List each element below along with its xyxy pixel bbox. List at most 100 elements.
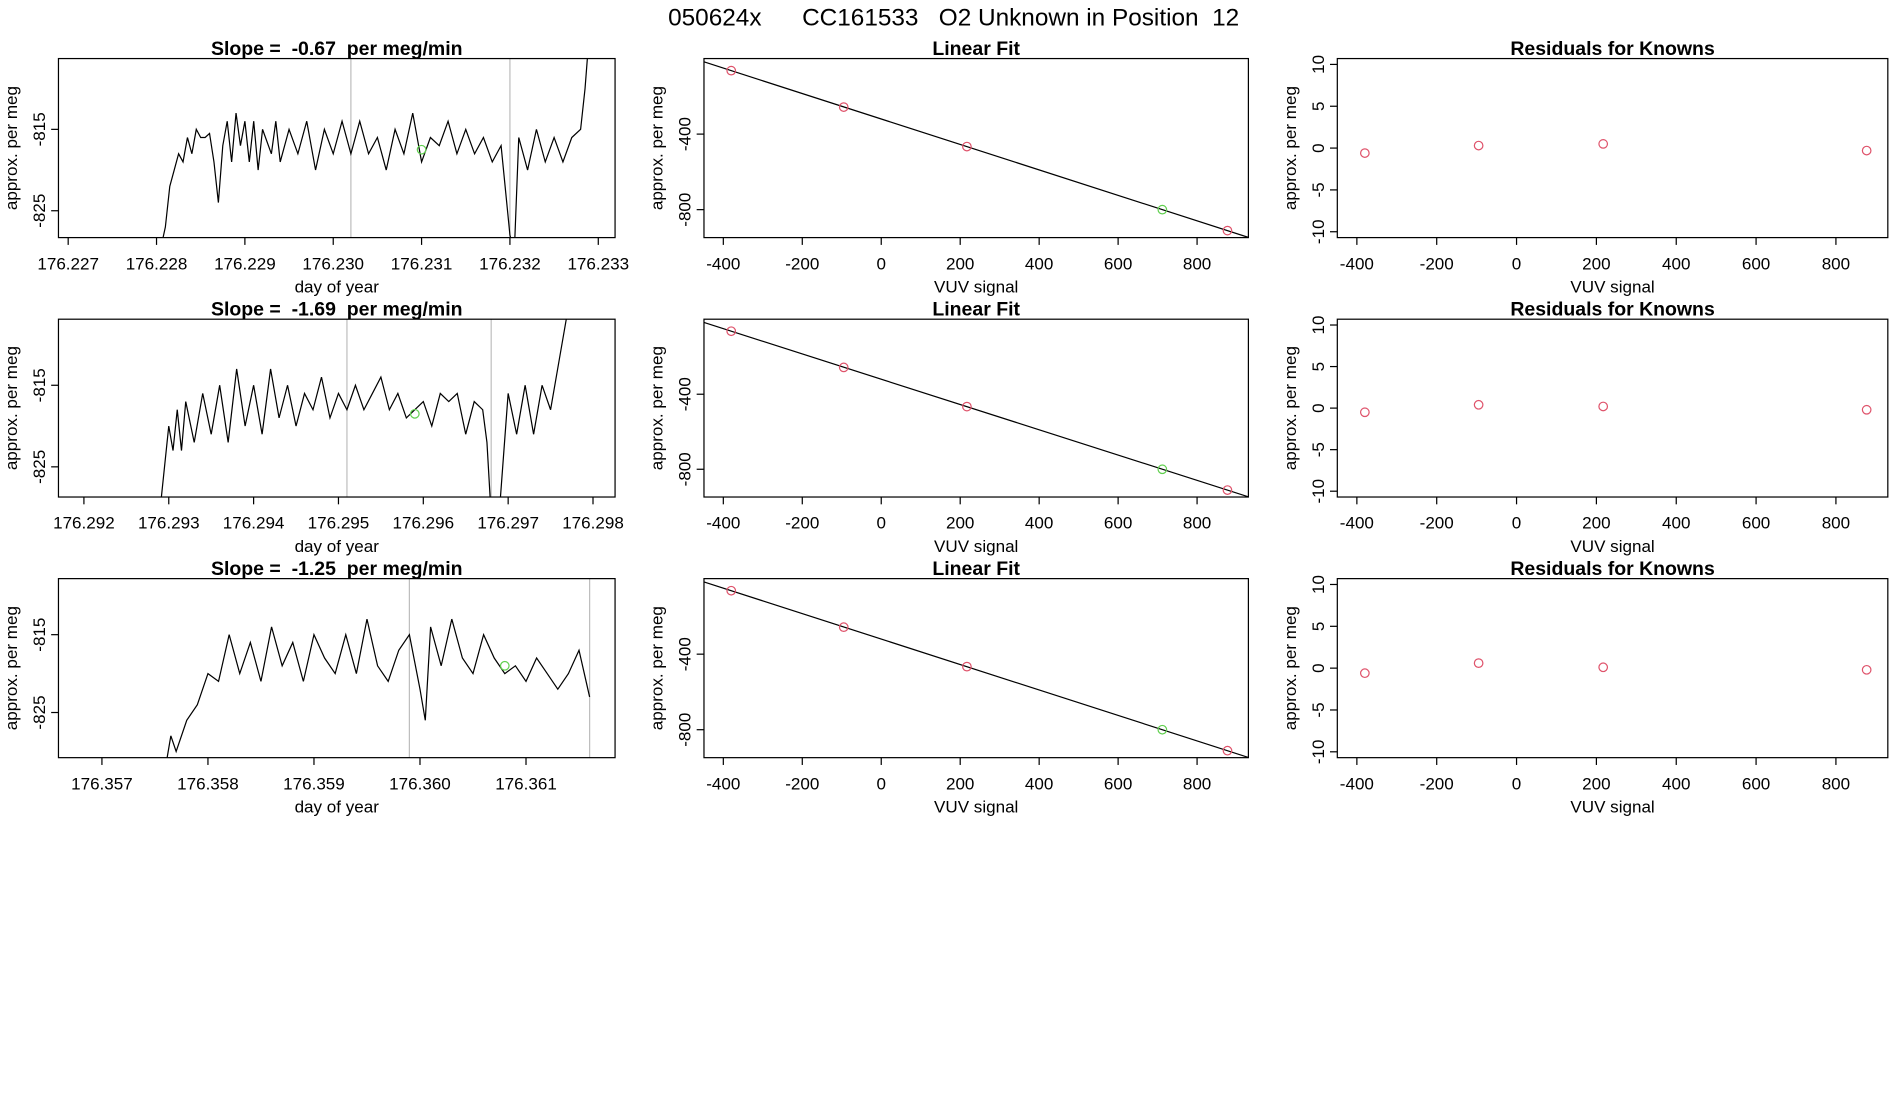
y-tick-label: 5 [1309, 102, 1328, 111]
data-point [838, 622, 849, 633]
x-tick-label: 176.293 [138, 514, 200, 533]
data-point [1359, 668, 1370, 679]
data-point [726, 326, 737, 337]
y-tick-label: -825 [30, 194, 49, 228]
panel: Linear Fit VUV signal approx. per meg -400 -… [648, 38, 1250, 296]
y-tick-label: 0 [1309, 143, 1328, 152]
y-axis-label: approx. per meg [1281, 606, 1300, 730]
x-tick-label: 176.229 [214, 254, 276, 273]
y-tick-label: -10 [1309, 479, 1328, 504]
x-tick-label: 200 [1582, 774, 1610, 793]
x-tick-label: 0 [876, 774, 885, 793]
y-tick-label: -400 [676, 637, 695, 671]
x-tick-label: -200 [785, 514, 819, 533]
panel-title: Slope = -1.25 per meg/min [211, 558, 463, 580]
data-point [1473, 658, 1484, 668]
x-tick-label: 200 [1582, 254, 1610, 273]
x-tick-label: 400 [1662, 774, 1690, 793]
x-axis-label: day of year [295, 797, 380, 816]
y-tick-label: 10 [1309, 316, 1328, 335]
data-point [1157, 204, 1168, 215]
panel: Residuals for Knowns VUV signal approx. pe… [1281, 299, 1889, 556]
x-tick-label: 176.227 [37, 254, 99, 273]
x-tick-label: -400 [1340, 254, 1374, 273]
x-tick-label: 800 [1822, 774, 1850, 793]
panel-title: Slope = -1.69 per meg/min [211, 299, 463, 321]
y-tick-label: -815 [30, 618, 49, 652]
plot-frame [1336, 318, 1889, 498]
x-tick-label: 200 [946, 254, 974, 273]
y-axis-label: approx. per meg [1281, 86, 1300, 210]
panel: Residuals for Knowns VUV signal approx. pe… [1281, 38, 1889, 296]
x-tick-label: 200 [946, 514, 974, 533]
x-tick-label: -200 [1420, 774, 1454, 793]
x-tick-label: 400 [1662, 514, 1690, 533]
data-line [162, 58, 588, 238]
fit-line [703, 581, 1249, 758]
x-tick-label: 400 [1025, 774, 1053, 793]
y-axis-label: approx. per meg [648, 86, 667, 210]
data-point [838, 102, 849, 112]
x-axis-label: VUV signal [1570, 277, 1654, 296]
y-tick-label: -400 [676, 117, 695, 151]
plot-area [1359, 399, 1872, 418]
x-tick-label: -400 [706, 254, 740, 273]
x-axis-label: VUV signal [1570, 797, 1654, 816]
x-tick-label: 176.292 [53, 514, 115, 533]
y-tick-label: -800 [676, 713, 695, 747]
y-axis-label: approx. per meg [2, 346, 21, 470]
y-tick-label: 0 [1309, 403, 1328, 412]
x-tick-label: 600 [1742, 514, 1770, 533]
data-point [1222, 485, 1233, 495]
panel: Slope = -1.69 per meg/min day of year appr… [2, 299, 624, 556]
data-point [1157, 724, 1168, 735]
panel-title: Linear Fit [932, 38, 1020, 60]
panel-title: Residuals for Knowns [1510, 299, 1715, 321]
data-point [1222, 225, 1233, 236]
x-tick-label: -200 [1420, 254, 1454, 273]
x-tick-label: 176.359 [283, 774, 345, 793]
data-point [962, 661, 972, 672]
x-tick-label: 800 [1183, 254, 1211, 273]
x-tick-label: 176.233 [567, 254, 629, 273]
x-tick-label: 176.297 [477, 514, 539, 533]
y-tick-label: -825 [30, 450, 49, 484]
x-axis-label: day of year [295, 537, 380, 556]
x-axis-label: VUV signal [934, 277, 1018, 296]
x-tick-label: -200 [1420, 514, 1454, 533]
plot-frame [1336, 578, 1889, 759]
x-tick-label: 600 [1104, 514, 1132, 533]
plot-frame [57, 318, 616, 498]
y-tick-label: 10 [1309, 55, 1328, 74]
y-tick-label: -10 [1309, 219, 1328, 244]
data-point [1861, 404, 1872, 415]
panel-title: Linear Fit [932, 299, 1020, 321]
y-tick-label: -800 [676, 193, 695, 227]
x-tick-label: 800 [1822, 254, 1850, 273]
y-tick-label: -5 [1309, 702, 1328, 717]
data-point [1359, 148, 1370, 158]
data-point [962, 141, 972, 152]
y-tick-label: -825 [30, 695, 49, 729]
x-tick-label: 0 [876, 514, 885, 533]
x-tick-label: 176.231 [391, 254, 453, 273]
x-tick-label: 176.360 [389, 774, 451, 793]
y-tick-label: 0 [1309, 663, 1328, 672]
data-point [962, 401, 972, 412]
y-tick-label: 5 [1309, 362, 1328, 371]
x-tick-label: 600 [1104, 254, 1132, 273]
plot-frame [57, 57, 616, 239]
plot-frame [57, 578, 616, 759]
plot-frame [703, 57, 1250, 239]
plot-area [703, 581, 1249, 758]
fit-line [703, 321, 1249, 498]
data-point [1598, 401, 1609, 412]
y-tick-label: -5 [1309, 182, 1328, 197]
fit-line [703, 61, 1249, 238]
x-tick-label: 600 [1742, 254, 1770, 273]
panel-title: Linear Fit [932, 558, 1020, 580]
x-tick-label: 176.358 [177, 774, 239, 793]
x-tick-label: 600 [1742, 774, 1770, 793]
